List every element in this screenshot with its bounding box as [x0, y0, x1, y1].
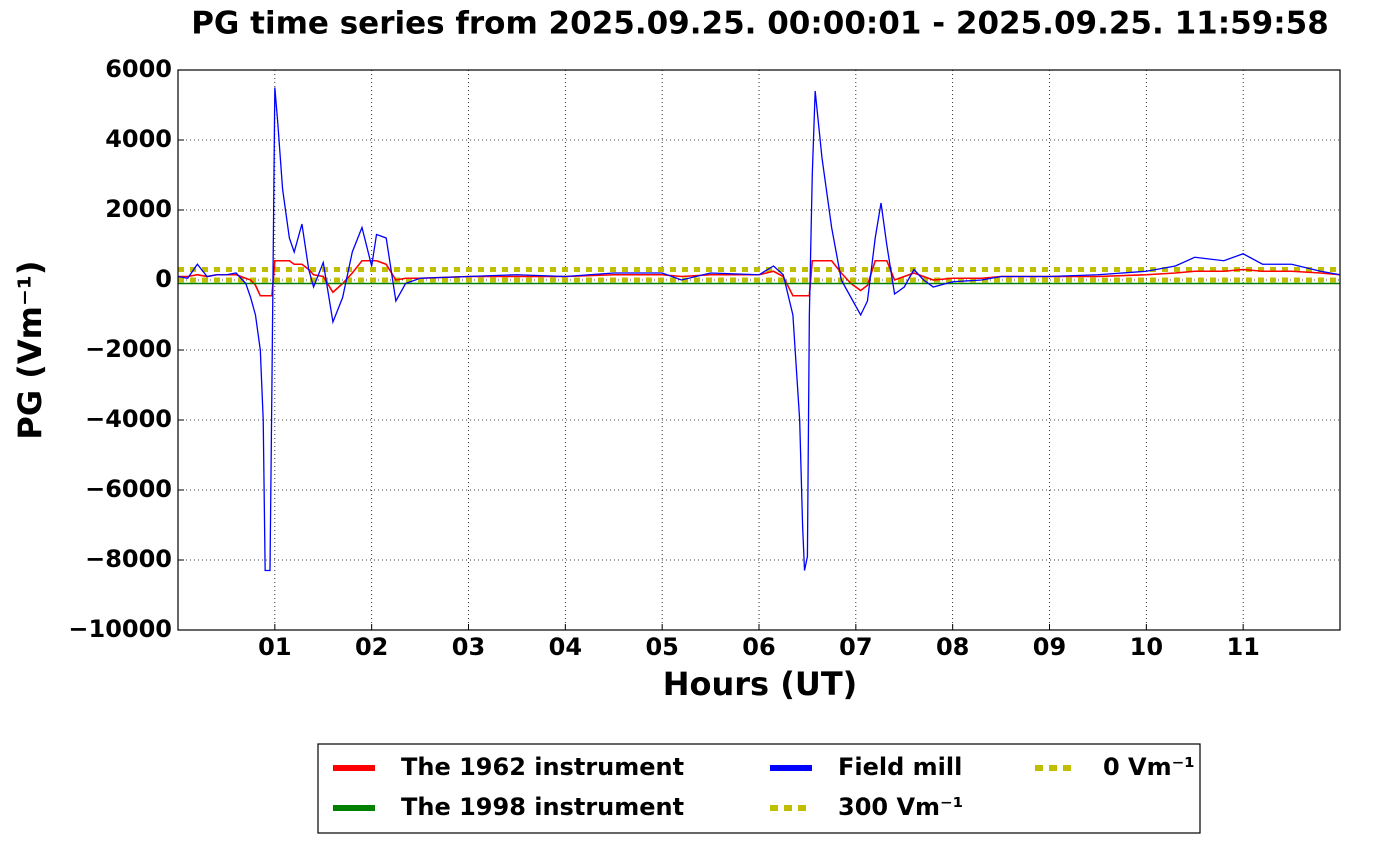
x-tick-label: 07	[839, 633, 872, 661]
y-tick-label: −8000	[85, 545, 172, 573]
y-axis-label: PG (Vm⁻¹)	[11, 260, 49, 439]
x-tick-label: 02	[355, 633, 388, 661]
x-tick-label: 11	[1226, 633, 1259, 661]
series-line	[177, 87, 1341, 572]
x-tick-label: 10	[1130, 633, 1163, 661]
legend-label: 300 Vm⁻¹	[838, 793, 963, 821]
y-tick-label: 2000	[105, 195, 172, 223]
legend-box	[317, 743, 1201, 834]
x-axis-label: Hours (UT)	[663, 665, 858, 703]
x-tick-label: 08	[936, 633, 969, 661]
y-tick-label: −4000	[85, 405, 172, 433]
series-line	[178, 259, 1341, 297]
x-tick-label: 06	[742, 633, 775, 661]
y-tick-label: −2000	[85, 335, 172, 363]
y-tick-label: −6000	[85, 475, 172, 503]
y-tick-label: −10000	[68, 615, 172, 643]
legend-label: Field mill	[838, 753, 962, 781]
x-tick-label: 03	[452, 633, 485, 661]
x-tick-label: 01	[258, 633, 291, 661]
legend-label: The 1962 instrument	[401, 753, 684, 781]
x-tick-label: 09	[1033, 633, 1066, 661]
x-tick-label: 05	[645, 633, 678, 661]
legend-label: 0 Vm⁻¹	[1103, 753, 1195, 781]
x-tick-label: 04	[549, 633, 582, 661]
y-tick-label: 4000	[105, 125, 172, 153]
y-tick-label: 0	[155, 265, 172, 293]
legend-label: The 1998 instrument	[401, 793, 684, 821]
plot-frame	[177, 69, 1341, 631]
y-tick-label: 6000	[105, 55, 172, 83]
chart-title: PG time series from 2025.09.25. 00:00:01…	[191, 6, 1329, 42]
